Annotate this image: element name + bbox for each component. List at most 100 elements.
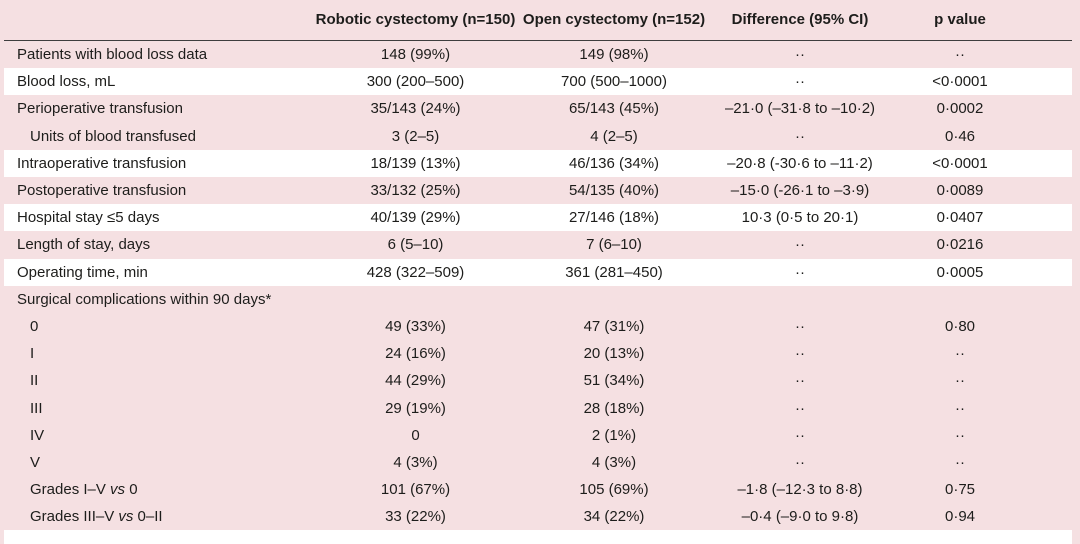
row-label: Grades III–V vs 0–II	[30, 508, 163, 526]
table-row-grade-5: V 4 (3%) 4 (3%) ·· ··	[4, 449, 1072, 476]
cell-difference: –15·0 (-26·1 to –3·9)	[730, 182, 870, 200]
row-label: Length of stay, days	[17, 236, 151, 254]
cell-p-value: 0·0216	[936, 236, 984, 254]
row-label: Hospital stay ≤5 days	[17, 209, 160, 227]
bottom-row-partial	[4, 530, 1072, 544]
cell-robotic: 49 (33%)	[385, 317, 446, 335]
column-header-open-cystectomy: Open cystectomy (n=152)	[522, 11, 706, 29]
outcomes-table: Robotic cystectomy (n=150) Open cystecto…	[4, 0, 1072, 544]
table-row-grades-1-5-vs-0: Grades I–V vs 0 101 (67%) 105 (69%) –1·8…	[4, 476, 1072, 503]
table-header-row: Robotic cystectomy (n=150) Open cystecto…	[4, 0, 1072, 40]
cell-p-value: 0·75	[944, 481, 976, 499]
cell-robotic: 24 (16%)	[385, 345, 446, 363]
cell-robotic: 18/139 (13%)	[370, 154, 461, 172]
cell-open: 700 (500–1000)	[561, 73, 667, 91]
table-row-length-of-stay: Length of stay, days 6 (5–10) 7 (6–10) ·…	[4, 231, 1072, 258]
cell-p-value: 0·0002	[936, 100, 984, 118]
table-row-perioperative-transfusion: Perioperative transfusion 35/143 (24%) 6…	[4, 95, 1072, 122]
cell-p-value: 0·46	[944, 127, 976, 145]
table-row-units-of-blood-transfused: Units of blood transfused 3 (2–5) 4 (2–5…	[4, 123, 1072, 150]
cell-difference: ··	[795, 73, 805, 91]
cell-robotic: 40/139 (29%)	[370, 209, 461, 227]
table-row-grade-1: I 24 (16%) 20 (13%) ·· ··	[4, 340, 1072, 367]
cell-difference: ··	[795, 372, 805, 390]
row-label: Postoperative transfusion	[17, 182, 187, 200]
column-header-p-value: p value	[934, 11, 986, 29]
cell-difference: ··	[795, 426, 805, 444]
cell-p-value: <0·0001	[932, 154, 988, 172]
cell-open: 28 (18%)	[583, 399, 645, 417]
cell-p-value: 0·0407	[936, 209, 984, 227]
cell-open: 4 (2–5)	[590, 127, 638, 145]
row-label: Perioperative transfusion	[17, 100, 183, 118]
cell-robotic: 300 (200–500)	[366, 73, 465, 91]
table-row-hospital-stay: Hospital stay ≤5 days 40/139 (29%) 27/14…	[4, 204, 1072, 232]
row-label: Grades I–V vs 0	[30, 481, 138, 499]
row-label: Patients with blood loss data	[17, 46, 208, 64]
table-row-blood-loss: Blood loss, mL 300 (200–500) 700 (500–10…	[4, 68, 1072, 96]
cell-open: 105 (69%)	[579, 481, 649, 499]
table-row-operating-time: Operating time, min 428 (322–509) 361 (2…	[4, 258, 1072, 286]
row-label: IV	[30, 426, 45, 444]
cell-p-value: ··	[955, 46, 965, 64]
cell-p-value: ··	[955, 372, 965, 390]
table-row-grade-0: 0 49 (33%) 47 (31%) ·· 0·80	[4, 313, 1072, 340]
cell-robotic: 33/132 (25%)	[370, 182, 461, 200]
cell-open: 27/146 (18%)	[568, 209, 660, 227]
cell-difference: ··	[795, 399, 805, 417]
cell-difference: 10·3 (0·5 to 20·1)	[741, 209, 859, 227]
cell-difference: ··	[795, 46, 805, 64]
row-label: I	[30, 345, 35, 363]
row-label: V	[30, 453, 41, 471]
cell-robotic: 3 (2–5)	[391, 127, 440, 145]
cell-p-value: ··	[955, 345, 965, 363]
cell-p-value: 0·0005	[936, 263, 984, 281]
cell-robotic: 428 (322–509)	[366, 263, 465, 281]
cell-open: 34 (22%)	[583, 508, 645, 526]
column-header-difference: Difference (95% CI)	[731, 11, 869, 29]
row-label: III	[30, 399, 43, 417]
cell-p-value: 0·80	[944, 317, 976, 335]
cell-difference: –20·8 (-30·6 to –11·2)	[727, 154, 873, 172]
cell-robotic: 0	[411, 426, 420, 444]
cell-p-value: ··	[955, 453, 965, 471]
row-label: 0	[30, 317, 39, 335]
cell-open: 7 (6–10)	[586, 236, 642, 254]
cell-robotic: 29 (19%)	[385, 399, 446, 417]
table-row-grade-4: IV 0 2 (1%) ·· ··	[4, 422, 1072, 449]
row-label: Units of blood transfused	[30, 127, 196, 145]
cell-difference: –1·8 (–12·3 to 8·8)	[737, 481, 863, 499]
row-label: Blood loss, mL	[17, 73, 116, 91]
table-row-grades-3-5-vs-0-2: Grades III–V vs 0–II 33 (22%) 34 (22%) –…	[4, 503, 1072, 530]
cell-open: 47 (31%)	[583, 317, 645, 335]
cell-robotic: 44 (29%)	[385, 372, 446, 390]
cell-open: 149 (98%)	[579, 46, 649, 64]
table-row-patients-with-blood-loss-data: Patients with blood loss data 148 (99%) …	[4, 41, 1072, 68]
cell-p-value: <0·0001	[932, 73, 988, 91]
row-label: Intraoperative transfusion	[17, 154, 187, 172]
cell-difference: –0·4 (–9·0 to 9·8)	[741, 508, 859, 526]
cell-robotic: 148 (99%)	[380, 46, 451, 64]
cell-robotic: 101 (67%)	[380, 481, 451, 499]
cell-difference: ··	[795, 345, 805, 363]
cell-open: 361 (281–450)	[565, 263, 663, 281]
cell-p-value: ··	[955, 399, 965, 417]
cell-open: 2 (1%)	[591, 426, 637, 444]
table-row-grade-2: II 44 (29%) 51 (34%) ·· ··	[4, 367, 1072, 394]
cell-difference: ··	[795, 236, 805, 254]
cell-p-value: ··	[955, 426, 965, 444]
cell-difference: ··	[795, 317, 805, 335]
table-row-intraoperative-transfusion: Intraoperative transfusion 18/139 (13%) …	[4, 149, 1072, 177]
column-header-robotic-cystectomy: Robotic cystectomy (n=150)	[315, 11, 516, 29]
cell-open: 20 (13%)	[583, 345, 645, 363]
cell-difference: ··	[795, 263, 805, 281]
cell-open: 4 (3%)	[591, 453, 637, 471]
table-row-grade-3: III 29 (19%) 28 (18%) ·· ··	[4, 394, 1072, 421]
cell-p-value: 0·0089	[936, 182, 984, 200]
cell-difference: ··	[795, 453, 805, 471]
cell-robotic: 6 (5–10)	[387, 236, 444, 254]
cell-open: 65/143 (45%)	[568, 100, 660, 118]
row-label: II	[30, 372, 39, 390]
cell-open: 51 (34%)	[583, 372, 645, 390]
cell-difference: ··	[795, 127, 805, 145]
